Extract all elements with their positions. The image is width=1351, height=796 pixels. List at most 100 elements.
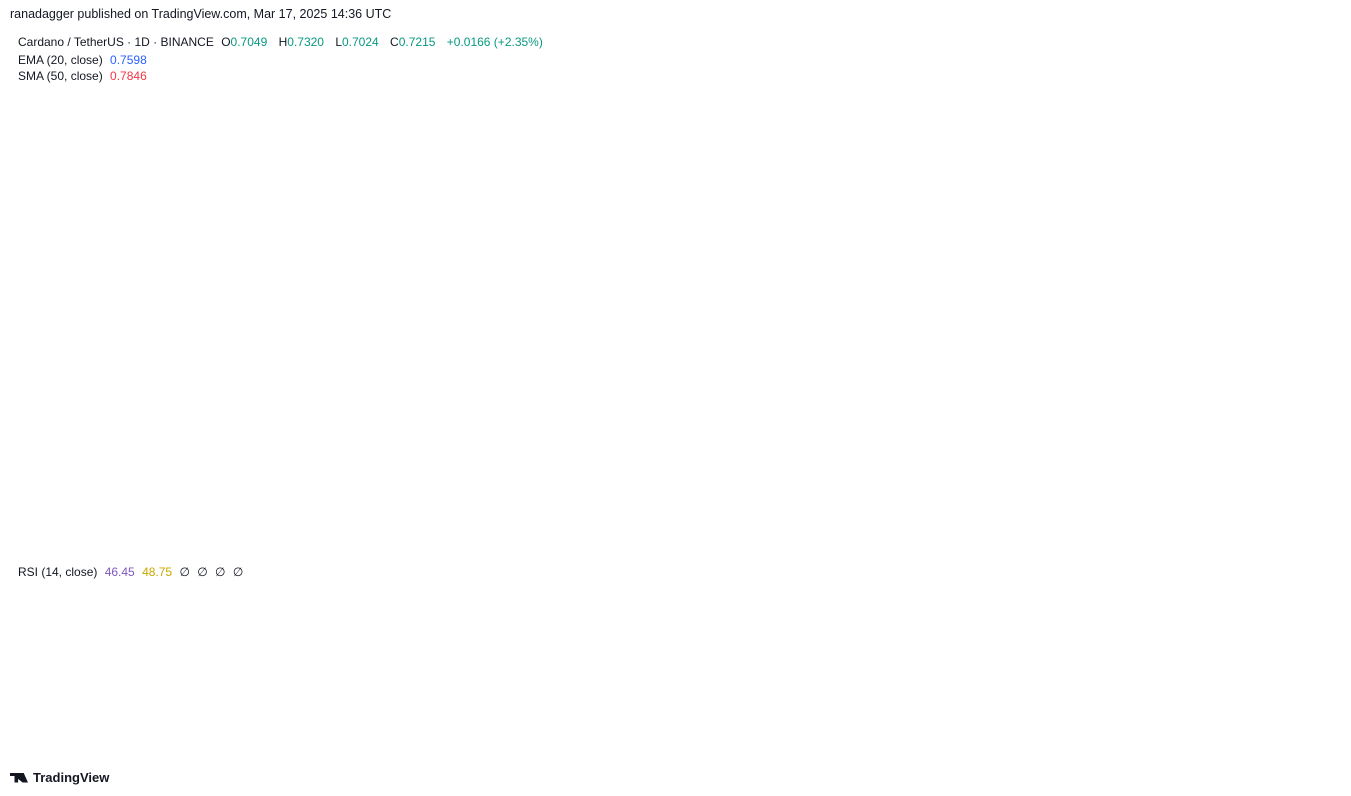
candle[interactable] bbox=[739, 197, 745, 250]
candle[interactable] bbox=[962, 290, 967, 326]
candle[interactable] bbox=[372, 327, 378, 369]
candle[interactable] bbox=[621, 255, 627, 271]
candle[interactable] bbox=[569, 178, 574, 265]
candle[interactable] bbox=[366, 344, 371, 399]
candle[interactable] bbox=[1132, 317, 1138, 337]
candle[interactable] bbox=[523, 138, 528, 229]
candle[interactable] bbox=[752, 135, 758, 190]
candle[interactable] bbox=[601, 220, 607, 251]
candle[interactable] bbox=[320, 390, 325, 457]
candle[interactable] bbox=[955, 302, 961, 323]
candle[interactable] bbox=[1093, 261, 1098, 332]
candle[interactable] bbox=[647, 265, 653, 281]
price-axis[interactable]: 1.3000 1.2000 1.1000 1.0000 0.9000 0.8000 0.60… bbox=[1284, 59, 1321, 543]
candle[interactable] bbox=[1007, 299, 1013, 368]
candle[interactable] bbox=[189, 511, 194, 521]
candle[interactable] bbox=[1125, 313, 1131, 355]
candle[interactable] bbox=[1079, 210, 1085, 275]
candle[interactable] bbox=[595, 227, 601, 272]
candle[interactable] bbox=[438, 180, 443, 220]
rsi-axis[interactable]: 80.00 60.00 40.00 bbox=[1284, 583, 1314, 696]
candle[interactable] bbox=[1001, 302, 1007, 323]
candle[interactable] bbox=[156, 506, 162, 517]
candle[interactable] bbox=[90, 508, 96, 519]
sma-legend[interactable]: SMA (50, close) 0.7846 bbox=[18, 69, 151, 83]
candle[interactable] bbox=[542, 154, 548, 180]
candle[interactable] bbox=[293, 482, 299, 511]
candle[interactable] bbox=[876, 321, 882, 342]
candle[interactable] bbox=[785, 191, 790, 223]
candle[interactable] bbox=[942, 292, 948, 320]
candle[interactable] bbox=[614, 232, 620, 276]
candle[interactable] bbox=[516, 196, 522, 228]
candle[interactable] bbox=[935, 291, 941, 320]
currency-label[interactable]: USDT bbox=[1284, 38, 1317, 52]
candle[interactable] bbox=[136, 508, 142, 519]
candle[interactable] bbox=[451, 148, 456, 182]
candle[interactable] bbox=[58, 503, 63, 517]
candle[interactable] bbox=[510, 161, 515, 235]
candle[interactable] bbox=[379, 330, 384, 357]
lightning-icon[interactable] bbox=[1139, 534, 1157, 552]
candle[interactable] bbox=[326, 398, 332, 416]
candle[interactable] bbox=[667, 134, 673, 252]
candle[interactable] bbox=[1112, 321, 1118, 342]
candle[interactable] bbox=[811, 202, 817, 226]
candle[interactable] bbox=[123, 506, 129, 517]
candle[interactable] bbox=[981, 296, 987, 325]
candle[interactable] bbox=[261, 516, 266, 526]
candle[interactable] bbox=[903, 339, 908, 366]
candle[interactable] bbox=[38, 489, 44, 503]
candle[interactable] bbox=[385, 294, 391, 364]
candle[interactable] bbox=[274, 518, 280, 528]
candle[interactable] bbox=[772, 192, 777, 217]
candle[interactable] bbox=[431, 193, 437, 239]
rsi-legend[interactable]: RSI (14, close) 46.45 48.75 ∅ ∅ ∅ ∅ bbox=[18, 565, 247, 579]
candle[interactable] bbox=[759, 137, 764, 178]
candle[interactable] bbox=[588, 215, 594, 274]
candle[interactable] bbox=[1066, 217, 1072, 291]
candle[interactable] bbox=[700, 182, 705, 241]
candle[interactable] bbox=[398, 186, 404, 218]
candle[interactable] bbox=[562, 141, 568, 216]
candle[interactable] bbox=[97, 508, 103, 519]
candle[interactable] bbox=[909, 338, 915, 372]
candle[interactable] bbox=[411, 156, 417, 258]
candle[interactable] bbox=[1034, 359, 1039, 405]
candle[interactable] bbox=[51, 498, 57, 513]
candle[interactable] bbox=[693, 147, 699, 215]
candle[interactable] bbox=[477, 100, 483, 164]
candle[interactable] bbox=[863, 285, 869, 327]
candle[interactable] bbox=[575, 233, 581, 270]
candle[interactable] bbox=[12, 492, 18, 502]
candle[interactable] bbox=[130, 506, 135, 517]
candle[interactable] bbox=[555, 145, 561, 193]
candle[interactable] bbox=[457, 114, 463, 177]
candle[interactable] bbox=[64, 508, 70, 519]
candle[interactable] bbox=[1021, 349, 1026, 375]
candle[interactable] bbox=[529, 145, 535, 199]
candle[interactable] bbox=[418, 191, 424, 251]
candle[interactable] bbox=[228, 506, 234, 517]
candle[interactable] bbox=[798, 201, 804, 232]
candle[interactable] bbox=[680, 158, 686, 191]
candle[interactable] bbox=[307, 455, 312, 471]
candle[interactable] bbox=[582, 215, 587, 274]
candle[interactable] bbox=[497, 108, 502, 156]
candle[interactable] bbox=[1106, 324, 1111, 358]
candle[interactable] bbox=[424, 194, 430, 239]
candle[interactable] bbox=[169, 504, 175, 514]
rsi-ma-line[interactable] bbox=[14, 585, 1148, 701]
candle[interactable] bbox=[1014, 343, 1020, 376]
candle[interactable] bbox=[267, 518, 273, 528]
candle[interactable] bbox=[1040, 352, 1046, 386]
candle[interactable] bbox=[673, 148, 679, 181]
candle[interactable] bbox=[778, 191, 784, 223]
candle[interactable] bbox=[117, 508, 122, 519]
candle[interactable] bbox=[1060, 259, 1066, 282]
candle[interactable] bbox=[817, 205, 823, 237]
candle[interactable] bbox=[143, 508, 149, 519]
candle[interactable] bbox=[162, 503, 168, 517]
ema-legend[interactable]: EMA (20, close) 0.7598 bbox=[18, 53, 151, 67]
candle[interactable] bbox=[254, 513, 260, 523]
